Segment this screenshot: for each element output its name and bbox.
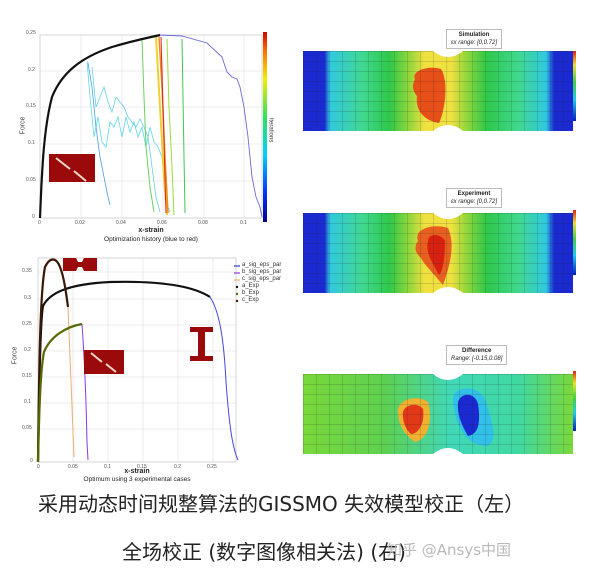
difference-title-box: Difference Range: [-0.15,0.08] [446, 345, 508, 365]
contour-range: εx range: [0,0.72] [451, 199, 497, 205]
legend-item: b_Exp [242, 290, 260, 296]
legend-item: a_sig_eps_par [242, 262, 282, 268]
contour-title: Simulation [458, 32, 490, 38]
contour-range: Range: [-0.15,0.08] [451, 356, 503, 362]
watermark: 知乎 @Ansys中国 [387, 541, 512, 559]
y-tick: 0.3 [24, 295, 31, 301]
experiment-title-box: Experiment εx range: [0,0.72] [446, 188, 502, 208]
y-tick: 0.1 [24, 399, 31, 405]
y-tick: 0.05 [26, 177, 36, 183]
experiment-strain-contour [303, 210, 576, 293]
difference-strain-contour [303, 371, 576, 454]
y-tick: 0.15 [26, 103, 36, 109]
y-tick: 0.25 [22, 321, 32, 327]
notched-specimen-icon [63, 258, 97, 271]
legend-swatches [234, 265, 240, 303]
legend-item: c_Exp [242, 297, 259, 303]
simulation-strain-contour [303, 51, 576, 131]
x-tick: 0.02 [75, 220, 85, 226]
optimum-chart: a_sig_eps_par b_sig_eps_par c_sig_eps_pa… [10, 252, 290, 483]
y-tick: 0.1 [28, 140, 35, 146]
x-tick: 0.06 [157, 220, 167, 226]
experiment-contour-panel: Experiment εx range: [0,0.72] [300, 186, 590, 316]
caption-line-2: 全场校正 (数字图像相关法) (右) [122, 540, 406, 564]
y-tick: 0.25 [26, 30, 36, 36]
x-tick: 0 [38, 220, 41, 226]
shear-specimen-icon [49, 154, 95, 182]
strain-colorbar [573, 210, 576, 275]
x-tick: 0.1 [240, 220, 247, 226]
x-tick: 0.25 [207, 464, 217, 470]
x-tick: 0.04 [116, 220, 126, 226]
x-tick: 0.1 [104, 464, 111, 470]
caption-line-1: 采用动态时间规整算法的GISSMO 失效模型校正（左） [38, 492, 525, 516]
x-tick: 0.08 [198, 220, 208, 226]
y-axis-label: Force [19, 116, 27, 135]
legend-item: c_sig_eps_par [242, 276, 282, 282]
x-axis-label: x-strain [124, 468, 150, 475]
iterations-colorbar [263, 32, 267, 222]
chart-title: Optimum using 3 experimental cases [83, 476, 191, 483]
optimization-history-chart: 0.25 0.2 0.15 0.1 0.05 0 0 0.02 0.04 0.0… [19, 27, 290, 249]
y-tick: 0.35 [22, 268, 32, 274]
x-tick: 0.05 [68, 464, 78, 470]
optimization-history-plot [38, 32, 267, 222]
contour-range: εx range: [0,0.72] [451, 40, 497, 46]
y-tick: 0 [30, 458, 33, 464]
x-tick: 0.2 [174, 464, 181, 470]
simulation-title-box: Simulation εx range: [0,0.72] [446, 29, 502, 49]
x-tick: 0 [37, 464, 40, 470]
chart-title: Optimization history (blue to red) [104, 236, 198, 243]
y-tick: 0.15 [22, 373, 32, 379]
difference-colorbar [573, 371, 576, 431]
simulation-contour-panel: Simulation εx range: [0,0.72] [300, 27, 590, 157]
strain-colorbar [573, 51, 576, 121]
y-tick: 0.05 [22, 425, 32, 431]
shear-specimen-icon [84, 350, 124, 374]
x-tick: 0.15 [137, 464, 147, 470]
legend-item: b_sig_eps_par [242, 269, 282, 275]
difference-contour-panel: Difference Range: [-0.15,0.08] [300, 341, 590, 471]
colorbar-label: Iterations [267, 117, 274, 143]
contour-title: Difference [462, 348, 492, 354]
y-tick: 0.2 [28, 67, 35, 73]
legend-item: a_Exp [242, 283, 260, 289]
contour-title: Experiment [457, 191, 491, 197]
tensile-specimen-icon [190, 327, 213, 361]
y-tick: 0 [32, 214, 35, 220]
optimum-plot [36, 257, 240, 463]
y-axis-label: Force [11, 346, 19, 365]
y-tick: 0.2 [24, 347, 31, 353]
x-axis-label: x-strain [138, 227, 164, 234]
